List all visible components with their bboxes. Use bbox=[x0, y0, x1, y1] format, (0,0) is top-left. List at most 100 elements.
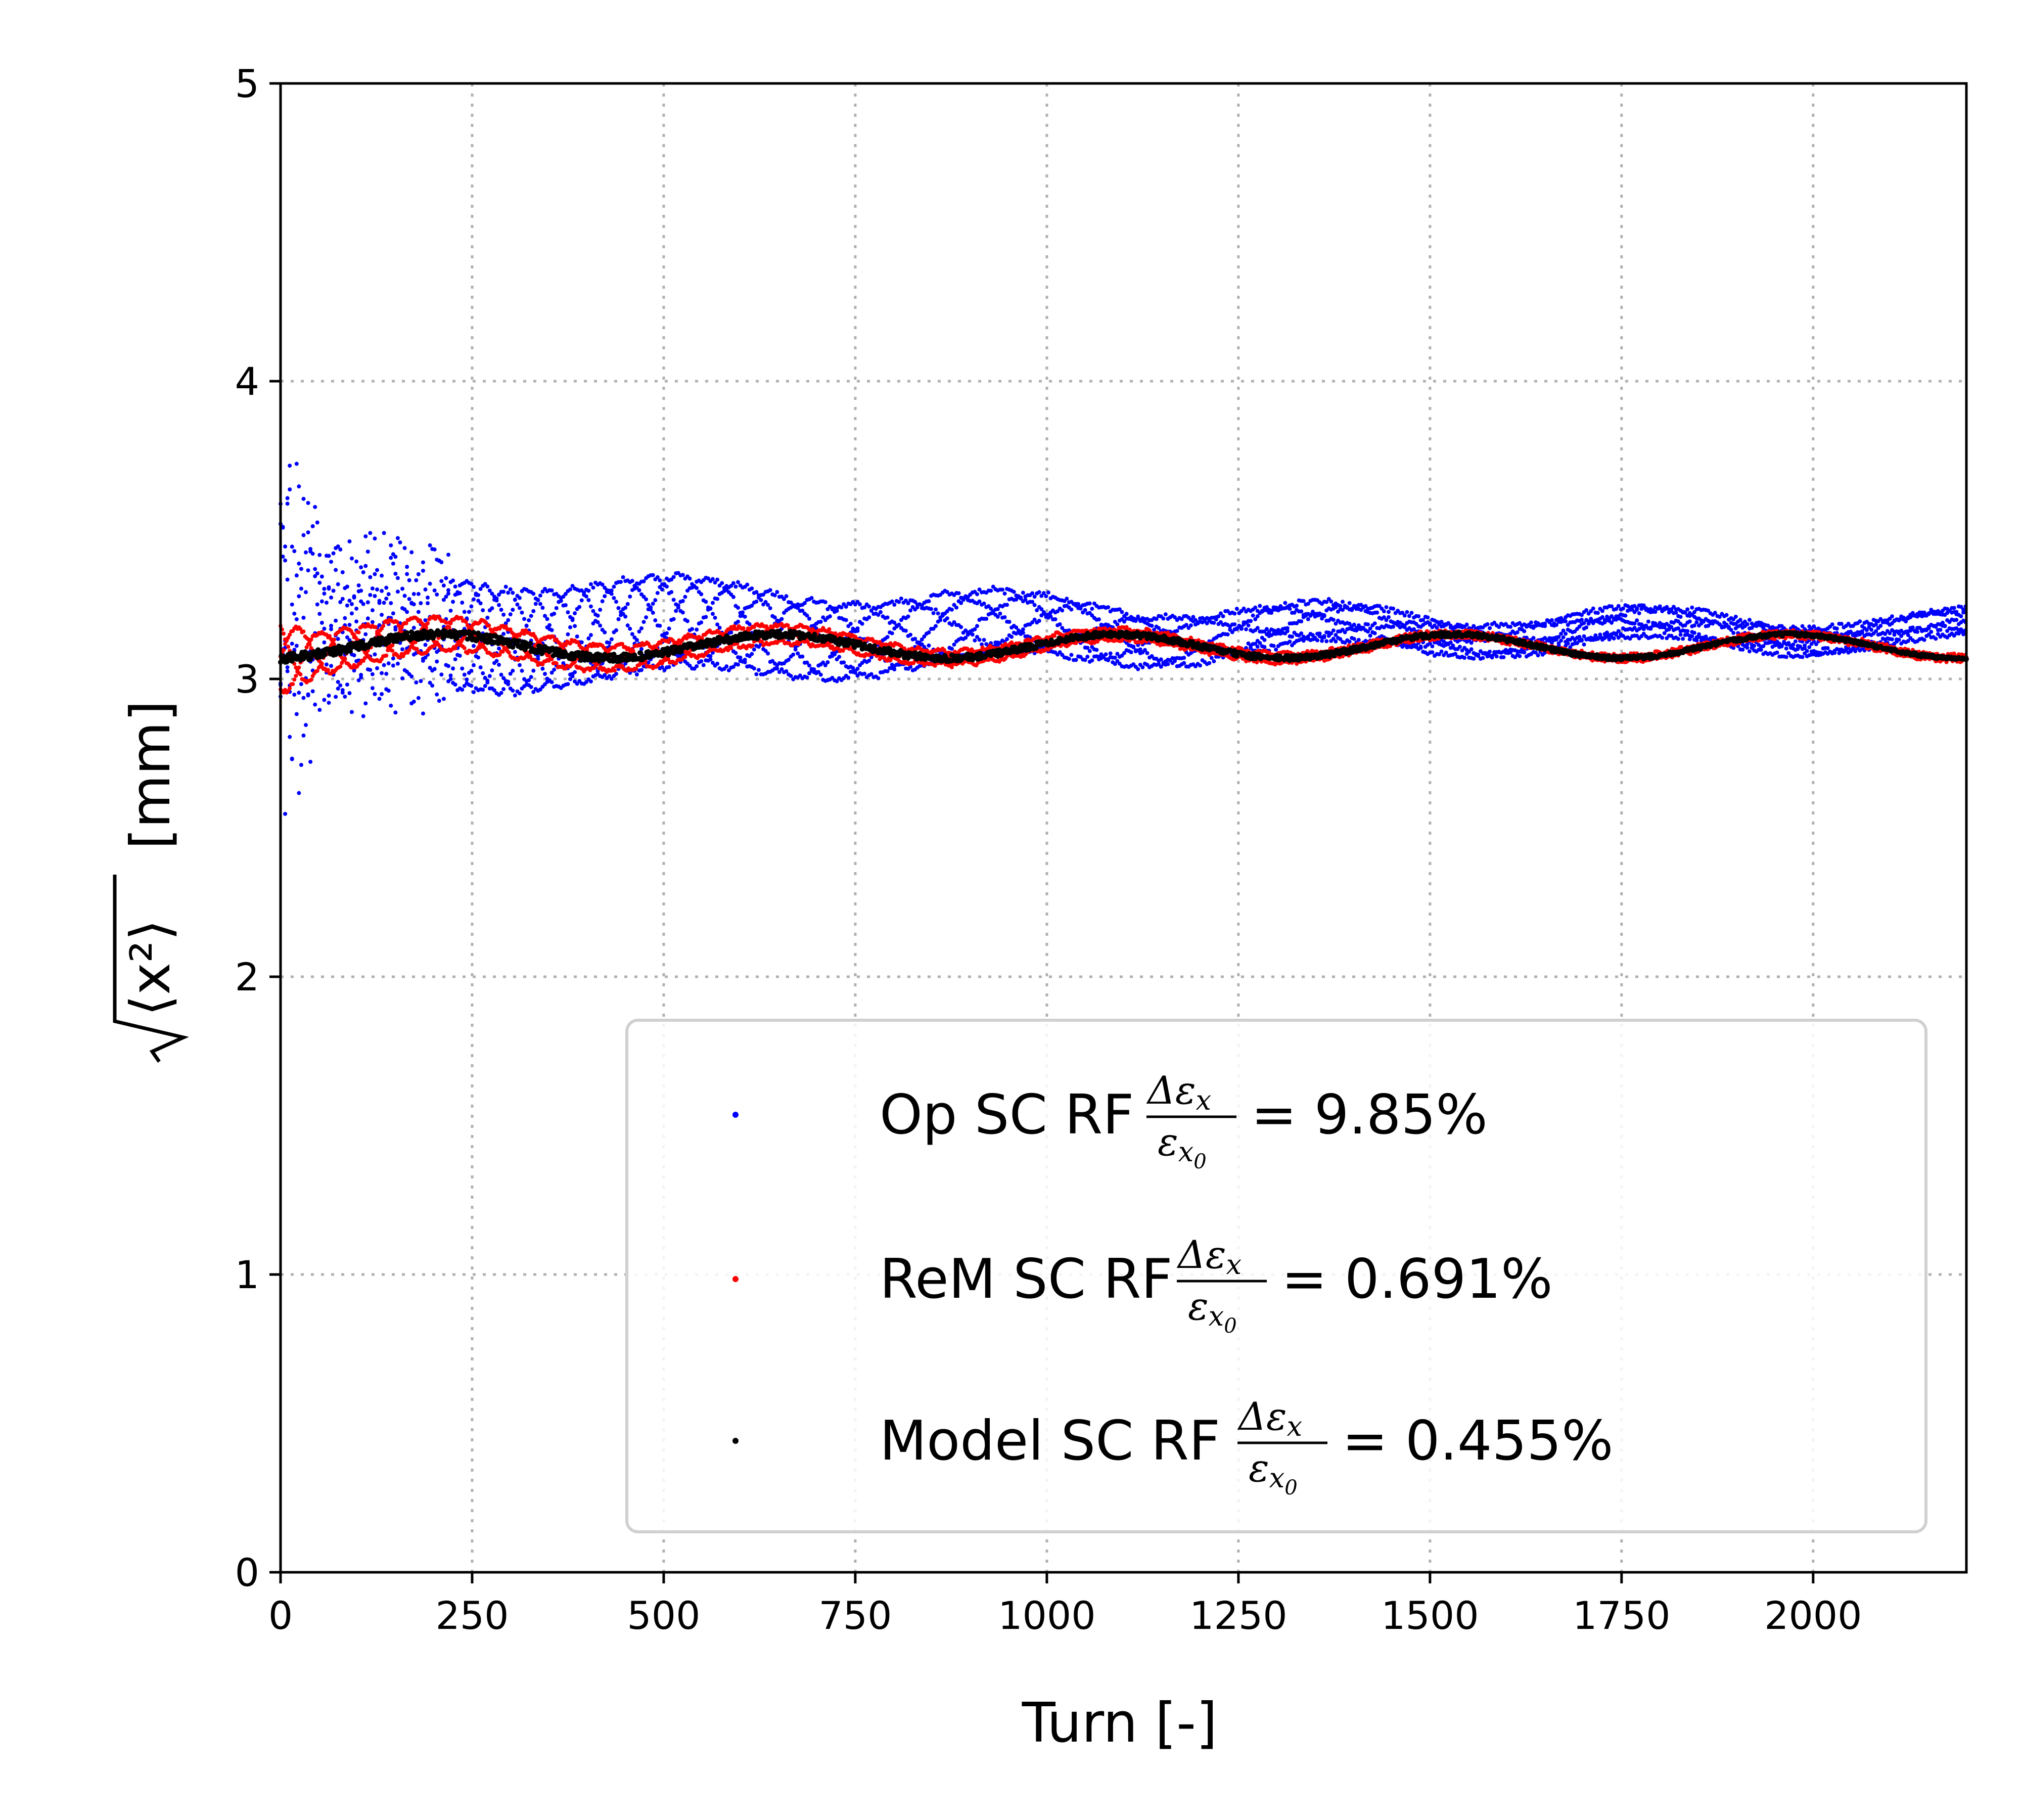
data-point bbox=[1501, 655, 1506, 659]
data-point bbox=[579, 598, 584, 603]
data-point bbox=[708, 606, 713, 611]
data-point bbox=[1782, 641, 1786, 645]
data-point bbox=[416, 696, 421, 700]
data-point bbox=[416, 572, 421, 576]
data-point bbox=[952, 642, 956, 647]
data-point bbox=[1952, 606, 1956, 610]
data-point bbox=[389, 703, 393, 708]
data-point bbox=[1775, 650, 1779, 655]
data-point bbox=[977, 587, 982, 592]
data-point bbox=[545, 617, 549, 621]
data-point bbox=[885, 634, 890, 639]
data-point bbox=[1262, 638, 1267, 642]
data-point bbox=[655, 575, 660, 579]
data-point bbox=[1023, 598, 1028, 602]
data-point bbox=[455, 653, 460, 657]
data-point bbox=[1090, 607, 1094, 611]
data-point bbox=[1283, 601, 1288, 605]
data-point bbox=[745, 582, 750, 587]
data-point bbox=[1262, 645, 1267, 649]
data-point bbox=[1595, 636, 1600, 641]
data-point bbox=[823, 600, 828, 605]
data-point bbox=[329, 664, 334, 668]
data-point bbox=[1405, 610, 1409, 614]
data-point bbox=[1807, 645, 1812, 650]
data-point bbox=[520, 668, 524, 673]
data-point bbox=[409, 601, 414, 606]
data-point bbox=[1306, 602, 1310, 606]
data-point bbox=[731, 581, 736, 585]
data-point bbox=[435, 692, 439, 697]
data-point bbox=[1058, 622, 1062, 626]
data-point bbox=[1536, 653, 1540, 658]
data-point bbox=[809, 596, 814, 600]
data-point bbox=[1621, 606, 1625, 611]
data-point bbox=[306, 693, 310, 698]
data-point bbox=[380, 692, 384, 696]
data-point bbox=[1426, 615, 1430, 620]
data-point bbox=[600, 599, 605, 604]
data-point bbox=[1301, 599, 1306, 603]
data-point bbox=[588, 582, 593, 586]
data-point bbox=[503, 621, 508, 625]
data-point bbox=[588, 604, 593, 609]
data-point bbox=[402, 594, 407, 598]
data-point bbox=[956, 591, 961, 596]
data-point bbox=[1159, 657, 1163, 662]
data-point bbox=[575, 634, 579, 639]
data-point bbox=[674, 609, 678, 613]
data-point bbox=[285, 577, 290, 582]
data-point bbox=[359, 565, 363, 570]
data-point bbox=[522, 617, 527, 621]
data-point bbox=[290, 757, 294, 761]
data-point bbox=[1402, 625, 1407, 629]
data-point bbox=[1704, 634, 1708, 639]
data-point bbox=[1591, 636, 1595, 641]
data-point bbox=[334, 618, 338, 623]
data-point bbox=[1892, 632, 1897, 637]
data-point bbox=[1356, 638, 1361, 642]
data-point bbox=[750, 603, 754, 608]
data-point bbox=[1182, 656, 1186, 660]
data-point bbox=[598, 608, 603, 612]
data-point bbox=[1580, 617, 1584, 622]
data-point bbox=[612, 596, 616, 600]
data-point bbox=[1959, 614, 1963, 618]
data-point bbox=[319, 620, 324, 625]
data-point bbox=[1407, 614, 1411, 618]
data-point bbox=[614, 628, 618, 632]
data-point bbox=[1212, 659, 1216, 664]
data-point bbox=[536, 654, 540, 659]
data-point bbox=[421, 560, 425, 565]
data-point bbox=[676, 603, 680, 608]
data-point bbox=[373, 652, 377, 657]
data-point bbox=[710, 612, 715, 616]
data-point bbox=[451, 666, 455, 671]
data-point bbox=[685, 619, 690, 623]
data-point bbox=[1522, 650, 1527, 655]
data-point bbox=[1531, 624, 1536, 628]
data-point bbox=[1605, 630, 1610, 635]
data-point bbox=[715, 597, 720, 601]
data-point bbox=[1421, 618, 1426, 622]
data-point bbox=[467, 610, 471, 614]
data-point bbox=[407, 597, 411, 601]
data-point bbox=[419, 679, 423, 684]
data-point bbox=[851, 666, 855, 670]
data-point bbox=[319, 661, 324, 666]
data-point bbox=[754, 590, 759, 595]
data-point bbox=[984, 617, 989, 621]
data-point bbox=[736, 606, 740, 610]
data-point bbox=[432, 667, 437, 671]
data-point bbox=[414, 578, 419, 582]
data-point bbox=[310, 524, 315, 528]
data-point bbox=[1230, 630, 1234, 634]
data-point bbox=[540, 666, 545, 671]
data-point bbox=[1543, 621, 1547, 626]
data-point bbox=[724, 664, 729, 669]
data-point bbox=[288, 735, 292, 739]
data-point bbox=[641, 595, 646, 599]
data-point bbox=[1839, 622, 1844, 626]
data-point bbox=[375, 666, 380, 670]
data-point bbox=[1094, 648, 1099, 652]
